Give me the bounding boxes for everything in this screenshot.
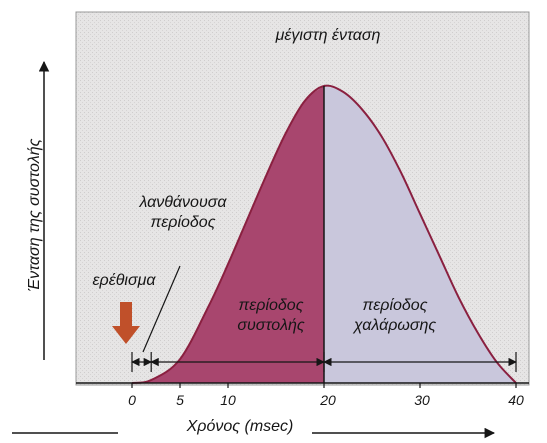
- x-tick-label: 40: [508, 392, 524, 408]
- contraction-area: [132, 86, 324, 383]
- x-tick-marks: [131, 383, 517, 388]
- x-tick-label: 30: [414, 392, 430, 408]
- peak-label: μέγιστη ένταση: [275, 27, 381, 44]
- relaxation-period-label: περίοδος χαλάρωσης: [353, 297, 437, 334]
- x-tick-label: 20: [320, 392, 336, 408]
- y-axis-label: Ένταση της συστολής: [26, 138, 43, 292]
- twitch-curve: [131, 84, 517, 384]
- x-tick-label: 10: [220, 392, 236, 408]
- latent-period-pointer: [142, 265, 181, 353]
- relaxation-area: [324, 86, 516, 383]
- latent-period-label: λανθάνουσα περίοδος: [139, 194, 227, 231]
- contraction-period-label: περίοδος συστολής: [237, 297, 305, 334]
- stimulus-label: ερέθισμα: [92, 272, 156, 289]
- x-tick-label: 0: [128, 392, 136, 408]
- period-arrows: [131, 352, 517, 372]
- x-tick-label: 5: [176, 392, 184, 408]
- x-axis-label: Χρόνος (msec): [186, 418, 294, 435]
- stimulus-arrow: [112, 302, 140, 344]
